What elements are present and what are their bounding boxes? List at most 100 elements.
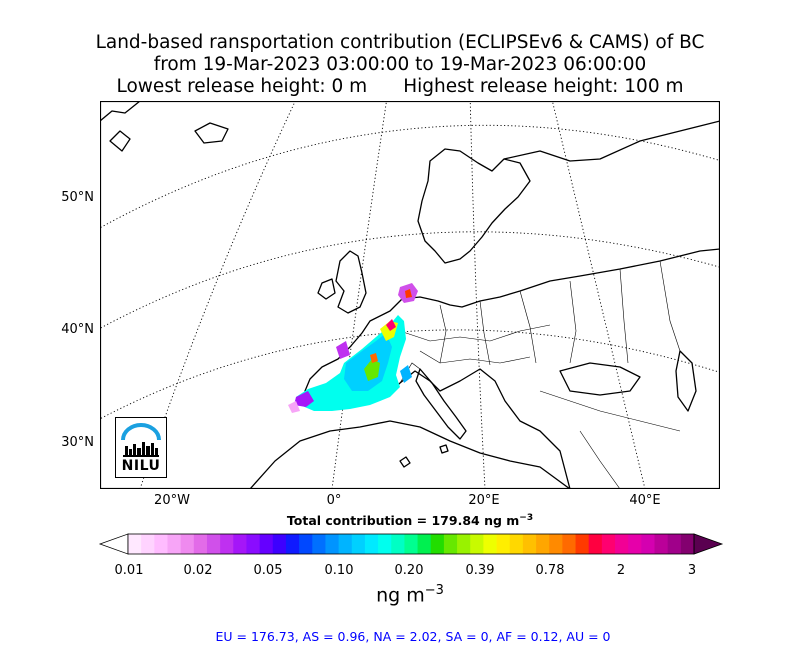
colorbar-canvas — [98, 533, 724, 555]
colorbar-tick-label: 0.05 — [253, 563, 283, 578]
colorbar-tick-label: 0.01 — [114, 563, 144, 578]
mediterranean-islands — [399, 444, 449, 468]
colorbar-swatch — [128, 534, 142, 554]
colorbar-swatch — [167, 534, 182, 554]
colorbar — [96, 531, 726, 557]
plume-blue-zone — [344, 333, 392, 391]
colorbar-swatch — [220, 534, 234, 554]
colorbar-swatch — [325, 534, 339, 554]
concentration-plume — [288, 283, 418, 413]
colorbar-swatch — [364, 534, 379, 554]
plume-spain-west — [294, 391, 314, 407]
great-britain-coast — [335, 250, 367, 314]
colorbar-swatch — [246, 534, 261, 554]
border-line-7 — [619, 268, 629, 364]
map-title-line2: from 19-Mar-2023 03:00:00 to 19-Mar-2023… — [153, 54, 647, 75]
colorbar-swatch — [496, 534, 511, 554]
plume-denmark-hotspot — [405, 289, 412, 298]
lat-label-50n: 50°N — [61, 190, 94, 205]
map-canvas — [100, 101, 720, 489]
italy-coast — [415, 368, 467, 440]
map-title-line1: Land-based ransportation contribution (E… — [95, 32, 705, 53]
lon-label-0: 0° — [326, 493, 342, 508]
colorbar-units: ng m−3 — [0, 583, 800, 606]
colorbar-tick-label: 0.20 — [394, 563, 424, 578]
colorbar-swatch — [430, 534, 445, 554]
colorbar-swatch — [457, 534, 471, 554]
units-exponent: −3 — [424, 583, 444, 598]
plume-alps — [400, 365, 412, 383]
colorbar-tick-label: 0.10 — [324, 563, 354, 578]
colorbar-swatch — [575, 534, 590, 554]
map-title-line3: Lowest release height: 0 m Highest releas… — [0, 76, 800, 98]
border-line-5 — [519, 290, 537, 364]
border-line-2 — [419, 350, 531, 364]
colorbar-swatch — [259, 534, 274, 554]
black-sea-coast — [559, 362, 641, 396]
units-base: ng m — [376, 584, 425, 607]
colorbar-swatch — [641, 534, 655, 554]
colorbar-swatch — [193, 534, 208, 554]
nilu-logo-mark — [121, 423, 161, 457]
border-line-1 — [399, 324, 551, 342]
colorbar-tick-label: 0.78 — [535, 563, 565, 578]
colorbar-swatch — [509, 534, 524, 554]
colorbar-swatch — [522, 534, 537, 554]
colorbar-tick-label: 3 — [687, 563, 697, 578]
plume-hotspot-paris — [370, 353, 378, 363]
colorbar-swatch — [470, 534, 484, 554]
border-line-8 — [659, 260, 681, 352]
meridian-40e — [551, 101, 646, 489]
lat-label-30n: 30°N — [61, 435, 94, 450]
colorbar-swatch — [180, 534, 195, 554]
colorbar-swatch — [141, 534, 155, 554]
plume-hotspot-benelux — [386, 319, 396, 331]
colorbar-swatch — [299, 534, 313, 554]
nilu-logo-text: NILU — [121, 458, 161, 474]
border-line-11 — [539, 390, 681, 432]
meridian-20w — [139, 101, 296, 489]
colorbar-swatch — [285, 534, 300, 554]
caspian-coast — [675, 350, 697, 412]
lat-label-40n: 40°N — [61, 322, 94, 337]
colorbar-tick-label: 2 — [616, 563, 626, 578]
colorbar-tick-label: 0.39 — [465, 563, 495, 578]
regional-contributions: EU = 176.73, AS = 0.96, NA = 2.02, SA = … — [215, 629, 611, 644]
highest-release-height: Highest release height: 100 m — [403, 76, 684, 97]
colorbar-swatch — [312, 534, 326, 554]
lon-label-40e: 40°E — [629, 493, 661, 508]
parallel-30n — [100, 329, 720, 420]
border-line-6 — [569, 280, 577, 364]
total-contribution-exponent: −3 — [519, 513, 534, 523]
north-africa-coast — [249, 420, 571, 489]
iceland-coast — [194, 122, 229, 144]
lon-label-20e: 20°E — [468, 493, 500, 508]
total-contribution: Total contribution = 179.84 ng m−3 — [0, 513, 800, 528]
map-panel — [100, 101, 720, 489]
colorbar-swatch — [628, 534, 642, 554]
map-frame — [100, 101, 720, 489]
colorbar-swatch — [536, 534, 550, 554]
graticule — [100, 101, 720, 489]
colorbar-swatch — [601, 534, 616, 554]
plume-spain-fringe — [288, 401, 300, 413]
colorbar-swatch — [206, 534, 221, 554]
colorbar-swatch — [483, 534, 497, 554]
border-line-12 — [579, 430, 621, 489]
lowest-release-height: Lowest release height: 0 m — [116, 76, 368, 97]
colorbar-over-arrow — [693, 533, 724, 555]
scandinavia-coast — [417, 148, 531, 264]
lon-label-20w: 20°W — [154, 493, 190, 508]
colorbar-frame — [127, 533, 695, 555]
colorbar-swatch — [338, 534, 353, 554]
total-contribution-text: Total contribution = 179.84 ng m — [286, 513, 520, 529]
meridian-20e — [469, 101, 486, 489]
ireland-coast — [317, 278, 336, 300]
colorbar-swatch — [404, 534, 418, 554]
plume-brittany — [336, 341, 350, 359]
colorbar-swatch — [549, 534, 563, 554]
colorbar-swatch — [154, 534, 168, 554]
border-line-3 — [439, 304, 447, 364]
colorbar-swatch — [391, 534, 405, 554]
colorbar-swatch — [680, 534, 695, 554]
